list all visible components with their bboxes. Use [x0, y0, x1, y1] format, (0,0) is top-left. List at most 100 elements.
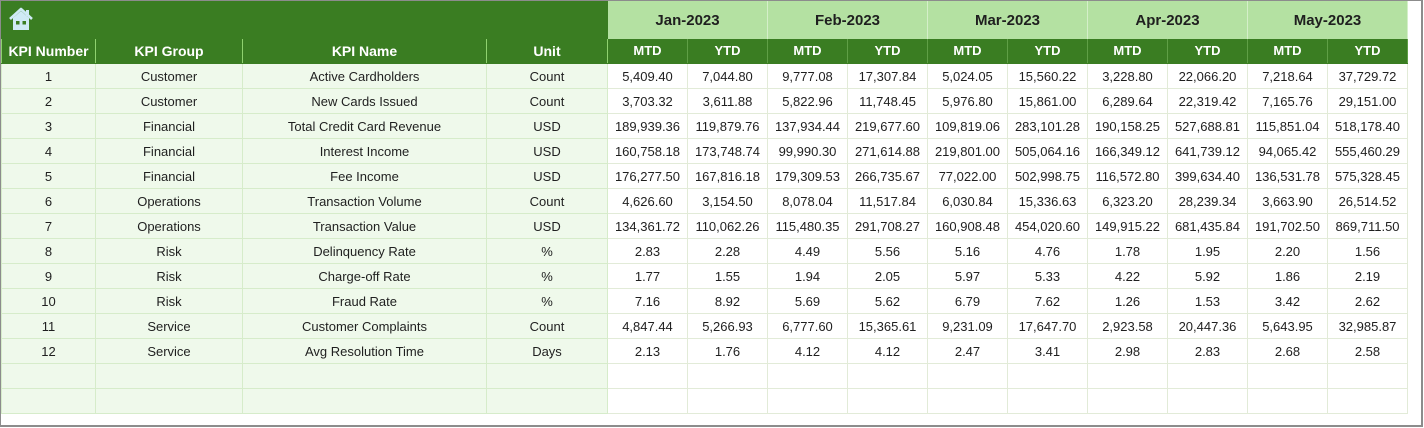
ytd-value-cell[interactable]: 22,319.42 — [1167, 88, 1248, 114]
mtd-value-cell[interactable]: 176,277.50 — [607, 163, 688, 189]
unit-cell[interactable]: Count — [486, 88, 608, 114]
empty-cell[interactable] — [1327, 363, 1408, 389]
ytd-value-cell[interactable]: 28,239.34 — [1167, 188, 1248, 214]
ytd-value-cell[interactable]: 869,711.50 — [1327, 213, 1408, 239]
unit-cell[interactable]: Count — [486, 188, 608, 214]
kpi-group-cell[interactable]: Financial — [95, 163, 243, 189]
ytd-value-cell[interactable]: 1.95 — [1167, 238, 1248, 264]
mtd-value-cell[interactable]: 191,702.50 — [1247, 213, 1328, 239]
kpi-group-cell[interactable]: Operations — [95, 213, 243, 239]
unit-cell[interactable]: Days — [486, 338, 608, 364]
ytd-value-cell[interactable]: 399,634.40 — [1167, 163, 1248, 189]
ytd-value-cell[interactable]: 1.76 — [687, 338, 768, 364]
ytd-value-cell[interactable]: 219,677.60 — [847, 113, 928, 139]
ytd-value-cell[interactable]: 3,154.50 — [687, 188, 768, 214]
kpi-number-cell[interactable]: 3 — [1, 113, 96, 139]
mtd-value-cell[interactable]: 134,361.72 — [607, 213, 688, 239]
mtd-value-cell[interactable]: 9,777.08 — [767, 63, 848, 89]
kpi-name-cell[interactable]: Fee Income — [242, 163, 487, 189]
kpi-number-cell[interactable]: 4 — [1, 138, 96, 164]
mtd-value-cell[interactable]: 2.98 — [1087, 338, 1168, 364]
kpi-name-cell[interactable]: Transaction Volume — [242, 188, 487, 214]
mtd-value-cell[interactable]: 115,480.35 — [767, 213, 848, 239]
empty-cell[interactable] — [1087, 388, 1168, 414]
kpi-group-cell[interactable]: Customer — [95, 63, 243, 89]
empty-cell[interactable] — [1007, 388, 1088, 414]
ytd-value-cell[interactable]: 167,816.18 — [687, 163, 768, 189]
kpi-name-cell[interactable]: Delinquency Rate — [242, 238, 487, 264]
empty-cell[interactable] — [607, 388, 688, 414]
ytd-value-cell[interactable]: 527,688.81 — [1167, 113, 1248, 139]
mtd-value-cell[interactable]: 2.83 — [607, 238, 688, 264]
ytd-value-cell[interactable]: 2.83 — [1167, 338, 1248, 364]
ytd-value-cell[interactable]: 32,985.87 — [1327, 313, 1408, 339]
mtd-value-cell[interactable]: 5.97 — [927, 263, 1008, 289]
empty-cell[interactable] — [242, 388, 487, 414]
kpi-group-cell[interactable]: Service — [95, 313, 243, 339]
ytd-value-cell[interactable]: 5.62 — [847, 288, 928, 314]
ytd-value-cell[interactable]: 11,517.84 — [847, 188, 928, 214]
mtd-value-cell[interactable]: 6,289.64 — [1087, 88, 1168, 114]
ytd-value-cell[interactable]: 119,879.76 — [687, 113, 768, 139]
unit-cell[interactable]: Count — [486, 313, 608, 339]
mtd-value-cell[interactable]: 160,758.18 — [607, 138, 688, 164]
mtd-value-cell[interactable]: 3.42 — [1247, 288, 1328, 314]
ytd-value-cell[interactable]: 15,365.61 — [847, 313, 928, 339]
ytd-value-cell[interactable]: 11,748.45 — [847, 88, 928, 114]
ytd-value-cell[interactable]: 15,336.63 — [1007, 188, 1088, 214]
empty-cell[interactable] — [687, 363, 768, 389]
kpi-number-cell[interactable]: 1 — [1, 63, 96, 89]
mtd-value-cell[interactable]: 4,626.60 — [607, 188, 688, 214]
mtd-value-cell[interactable]: 9,231.09 — [927, 313, 1008, 339]
unit-cell[interactable]: % — [486, 288, 608, 314]
ytd-value-cell[interactable]: 7,044.80 — [687, 63, 768, 89]
mtd-value-cell[interactable]: 6,030.84 — [927, 188, 1008, 214]
kpi-number-cell[interactable]: 2 — [1, 88, 96, 114]
ytd-value-cell[interactable]: 26,514.52 — [1327, 188, 1408, 214]
mtd-value-cell[interactable]: 77,022.00 — [927, 163, 1008, 189]
ytd-value-cell[interactable]: 29,151.00 — [1327, 88, 1408, 114]
ytd-value-cell[interactable]: 37,729.72 — [1327, 63, 1408, 89]
ytd-value-cell[interactable]: 2.19 — [1327, 263, 1408, 289]
mtd-value-cell[interactable]: 116,572.80 — [1087, 163, 1168, 189]
mtd-value-cell[interactable]: 6,323.20 — [1087, 188, 1168, 214]
mtd-value-cell[interactable]: 1.26 — [1087, 288, 1168, 314]
mtd-value-cell[interactable]: 6.79 — [927, 288, 1008, 314]
mtd-value-cell[interactable]: 160,908.48 — [927, 213, 1008, 239]
kpi-number-cell[interactable]: 12 — [1, 338, 96, 364]
kpi-number-cell[interactable]: 10 — [1, 288, 96, 314]
ytd-value-cell[interactable]: 641,739.12 — [1167, 138, 1248, 164]
unit-cell[interactable]: USD — [486, 113, 608, 139]
kpi-name-cell[interactable]: Avg Resolution Time — [242, 338, 487, 364]
mtd-value-cell[interactable]: 2.68 — [1247, 338, 1328, 364]
mtd-value-cell[interactable]: 5.16 — [927, 238, 1008, 264]
empty-cell[interactable] — [486, 388, 608, 414]
mtd-value-cell[interactable]: 3,663.90 — [1247, 188, 1328, 214]
empty-cell[interactable] — [1007, 363, 1088, 389]
ytd-value-cell[interactable]: 2.28 — [687, 238, 768, 264]
mtd-value-cell[interactable]: 5.69 — [767, 288, 848, 314]
empty-cell[interactable] — [95, 363, 243, 389]
mtd-value-cell[interactable]: 3,228.80 — [1087, 63, 1168, 89]
mtd-value-cell[interactable]: 7.16 — [607, 288, 688, 314]
kpi-name-cell[interactable]: Fraud Rate — [242, 288, 487, 314]
mtd-value-cell[interactable]: 2.47 — [927, 338, 1008, 364]
empty-cell[interactable] — [687, 388, 768, 414]
mtd-value-cell[interactable]: 137,934.44 — [767, 113, 848, 139]
mtd-value-cell[interactable]: 179,309.53 — [767, 163, 848, 189]
mtd-value-cell[interactable]: 4,847.44 — [607, 313, 688, 339]
mtd-value-cell[interactable]: 190,158.25 — [1087, 113, 1168, 139]
kpi-name-cell[interactable]: New Cards Issued — [242, 88, 487, 114]
empty-cell[interactable] — [767, 363, 848, 389]
mtd-value-cell[interactable]: 5,024.05 — [927, 63, 1008, 89]
kpi-number-cell[interactable]: 6 — [1, 188, 96, 214]
ytd-value-cell[interactable]: 575,328.45 — [1327, 163, 1408, 189]
empty-cell[interactable] — [1247, 388, 1328, 414]
mtd-value-cell[interactable]: 149,915.22 — [1087, 213, 1168, 239]
mtd-value-cell[interactable]: 3,703.32 — [607, 88, 688, 114]
ytd-value-cell[interactable]: 110,062.26 — [687, 213, 768, 239]
mtd-value-cell[interactable]: 4.12 — [767, 338, 848, 364]
ytd-value-cell[interactable]: 2.62 — [1327, 288, 1408, 314]
ytd-value-cell[interactable]: 266,735.67 — [847, 163, 928, 189]
ytd-value-cell[interactable]: 2.05 — [847, 263, 928, 289]
